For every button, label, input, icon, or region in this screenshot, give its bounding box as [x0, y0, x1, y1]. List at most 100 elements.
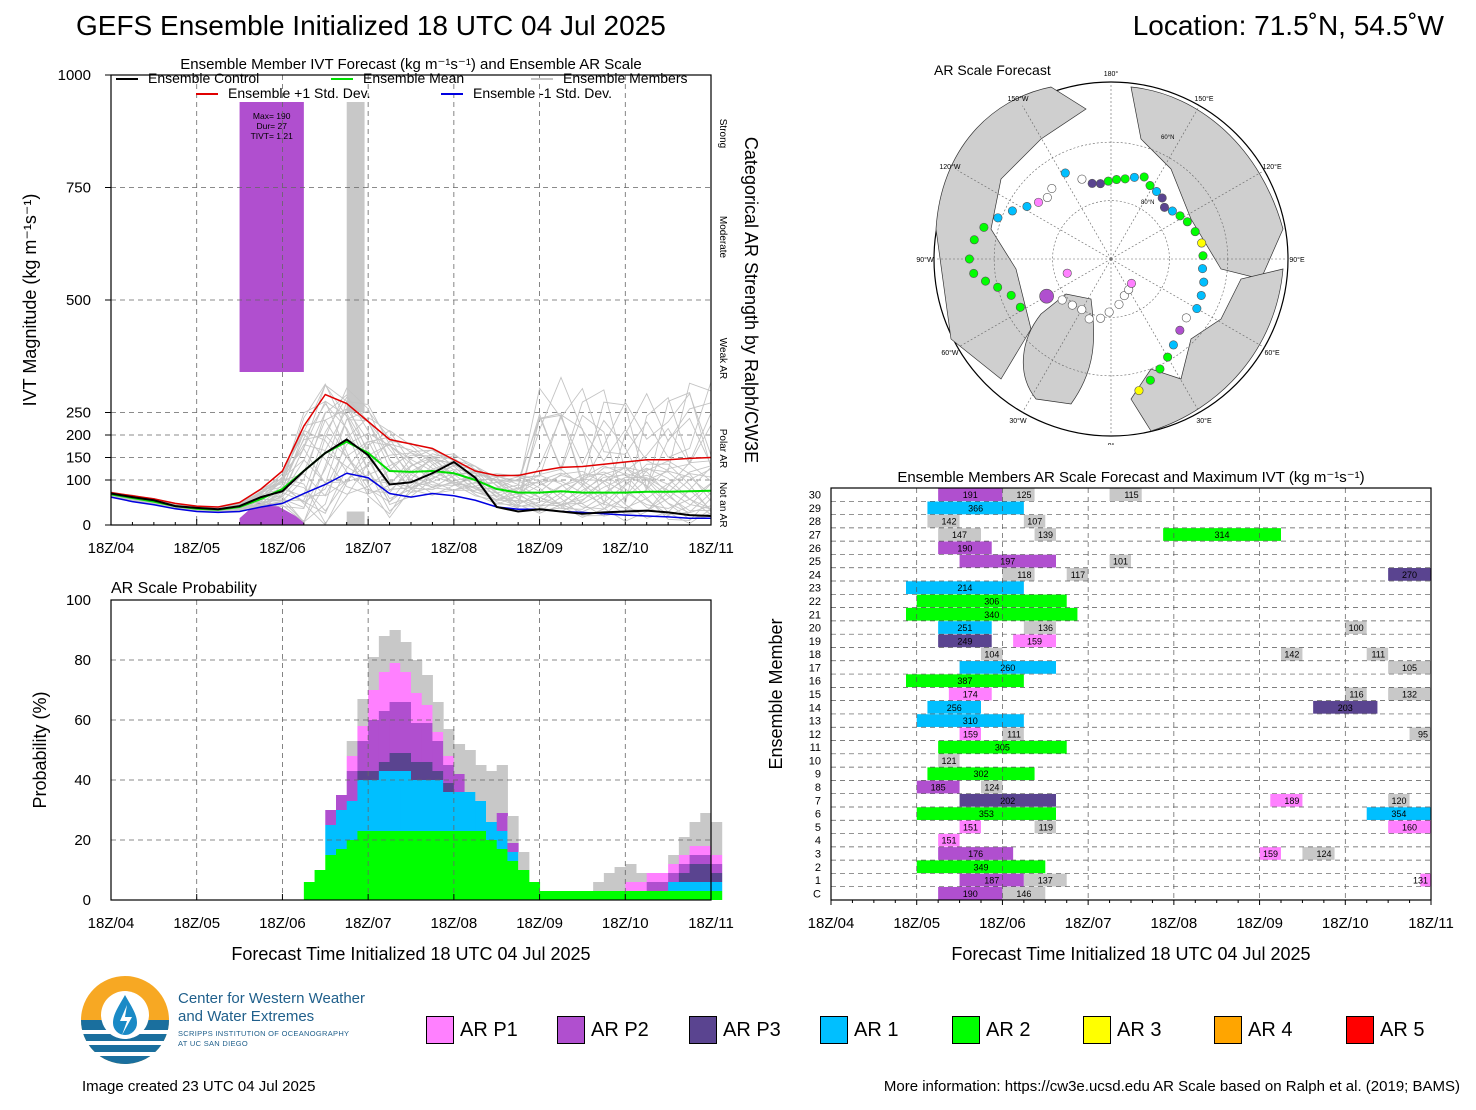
ivt-ytick-label: 750 — [66, 180, 91, 197]
prob-bar-segment — [711, 864, 723, 873]
member-bar-label: 121 — [942, 756, 957, 766]
prob-bar-segment — [711, 873, 723, 882]
prob-bar-segment — [346, 840, 358, 900]
prob-bar-segment — [486, 822, 498, 840]
member-row-label: 29 — [809, 503, 821, 515]
member-bar-label: 305 — [995, 743, 1010, 753]
prob-bar-segment — [678, 837, 691, 855]
legend-item-ar-p3: AR P3 — [689, 1015, 781, 1045]
map-ar-dot — [1077, 305, 1087, 315]
prob-ytick-label: 80 — [74, 652, 91, 669]
map-ar-dot — [1199, 277, 1209, 287]
prob-bar-segment — [411, 762, 423, 780]
map-ar-dot — [969, 235, 979, 245]
prob-bar-segment — [325, 855, 337, 900]
member-bar — [1302, 847, 1335, 860]
member-row-label: 13 — [809, 716, 821, 728]
map-lon-label: 0° — [1108, 442, 1115, 445]
prob-bar-segment — [421, 780, 433, 831]
member-bar — [1281, 647, 1303, 661]
map-ar-dot — [1175, 211, 1185, 221]
map-latitude-circle — [1052, 200, 1170, 318]
ivt-member-line — [110, 411, 712, 510]
member-bar-label: 132 — [1402, 690, 1417, 700]
member-bar-label: 302 — [973, 769, 988, 779]
prob-bar-segment — [464, 792, 476, 831]
legend-item-ar-2: AR 2 — [952, 1015, 1030, 1045]
map-ar-dot — [1145, 181, 1155, 191]
prob-bar-segment — [453, 744, 466, 774]
prob-bar-segment — [346, 771, 358, 801]
map-ar-dot — [1087, 178, 1097, 188]
probability-chart: AR Scale Probability 0 20 40 60 80 100 18Z/04 18… — [30, 580, 734, 964]
map-ar-dot — [979, 222, 989, 232]
prob-bar-segment — [368, 657, 380, 690]
map-ar-dot — [1047, 183, 1057, 193]
prob-bar-segment — [603, 891, 616, 900]
ivt-plus-std-line — [110, 393, 712, 508]
prob-bar-segment — [614, 867, 626, 891]
prob-bar-segment — [368, 831, 380, 900]
member-bar-label: 387 — [957, 676, 972, 686]
member-bar — [959, 873, 1024, 887]
member-bar — [1002, 727, 1024, 741]
member-bar-label: 125 — [1017, 490, 1032, 500]
legend-item-ar-5: AR 5 — [1346, 1015, 1424, 1045]
members-xtick-label: 18Z/05 — [893, 915, 940, 932]
prob-xtick-label: 18Z/09 — [516, 915, 563, 932]
member-bar — [938, 528, 981, 541]
member-bar-label: 185 — [931, 783, 946, 793]
legend-label: AR P2 — [591, 1018, 649, 1041]
member-bar — [1163, 528, 1281, 541]
member-bar — [1388, 568, 1431, 581]
members-xtick-label: 18Z/11 — [1408, 915, 1454, 932]
ivt-ytick-label: 0 — [83, 517, 91, 534]
prob-bar-segment — [668, 873, 680, 882]
member-bar-label: 251 — [957, 623, 972, 633]
map-landmass-2 — [1130, 268, 1284, 432]
member-bar-label: 260 — [1000, 663, 1015, 673]
member-bar-label: 95 — [1418, 729, 1428, 739]
member-row-label: 12 — [809, 729, 821, 741]
legend-swatch — [426, 1016, 454, 1044]
member-row-label: 1 — [815, 875, 821, 887]
prob-bar-segment — [657, 873, 669, 882]
prob-bar-segment — [507, 843, 519, 852]
member-bar-label: 100 — [1349, 623, 1364, 633]
map-ar-dot — [1139, 172, 1149, 182]
member-bar-label: 136 — [1038, 623, 1053, 633]
member-row-label: 10 — [809, 755, 821, 767]
member-bar-label: 270 — [1402, 570, 1417, 580]
prob-bar-segment — [711, 891, 723, 900]
prob-bar-segment — [614, 891, 626, 900]
member-row-label: 14 — [809, 702, 821, 714]
map-ar-dot — [1120, 174, 1130, 184]
legend-label: AR 2 — [986, 1018, 1031, 1041]
prob-bar-segment — [689, 891, 701, 900]
prob-bar-segment — [678, 864, 691, 873]
prob-bar-segment — [443, 792, 455, 831]
member-row-label: 4 — [815, 835, 821, 847]
member-bar-label: 124 — [984, 783, 999, 793]
map-ar-dot — [1157, 193, 1167, 203]
ivt-ytick-label: 250 — [66, 405, 91, 422]
prob-bar-segment — [411, 693, 423, 723]
member-bar — [1013, 634, 1056, 648]
ivt-xtick-label: 18Z/11 — [688, 540, 734, 557]
prob-xtick-label: 18Z/11 — [688, 915, 734, 932]
prob-bar-segment — [689, 822, 701, 846]
prob-bar-segment — [518, 870, 530, 900]
prob-bar-segment — [421, 723, 433, 762]
member-bar — [1259, 847, 1281, 860]
map-landmass-0 — [935, 86, 1087, 380]
prob-bar-segment — [400, 672, 412, 702]
prob-bar-segment — [421, 762, 433, 780]
prob-bar-segment — [646, 882, 658, 891]
member-bar — [927, 767, 1035, 781]
prob-bar-segment — [400, 642, 412, 672]
prob-bar-segment — [678, 882, 691, 891]
member-bar-label: 105 — [1402, 663, 1417, 673]
member-row-label: 25 — [809, 556, 821, 568]
legend-label: AR 3 — [1117, 1018, 1162, 1041]
member-bar — [906, 674, 1024, 688]
